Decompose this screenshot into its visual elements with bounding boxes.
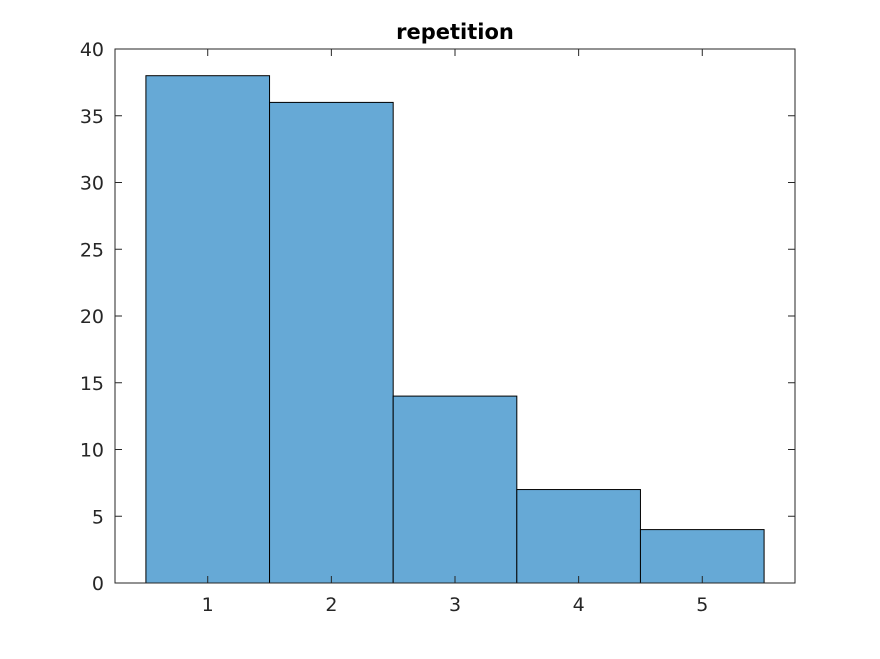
bar-4 bbox=[516, 489, 641, 584]
y-tick-label: 15 bbox=[80, 373, 104, 395]
y-tick-label: 35 bbox=[80, 106, 104, 128]
x-tick-label: 4 bbox=[573, 594, 585, 616]
y-tick-label: 10 bbox=[80, 440, 104, 462]
y-tick-label: 40 bbox=[80, 39, 104, 61]
bar-3 bbox=[392, 395, 518, 584]
y-tick-label: 25 bbox=[80, 239, 104, 261]
y-tick-label: 0 bbox=[92, 573, 104, 595]
y-tick-label: 5 bbox=[92, 506, 104, 528]
y-tick-label: 30 bbox=[80, 173, 104, 195]
y-tick-label: 20 bbox=[80, 306, 104, 328]
bars-layer bbox=[145, 75, 765, 584]
bar-2 bbox=[269, 101, 394, 584]
bar-5 bbox=[639, 529, 765, 584]
bar-1 bbox=[145, 75, 271, 584]
x-tick-label: 3 bbox=[449, 594, 461, 616]
x-tick-label: 2 bbox=[325, 594, 337, 616]
x-tick-label: 1 bbox=[202, 594, 214, 616]
axes-layer: 0 5 10 15 20 25 30 35 40 1 2 3 4 5 bbox=[80, 39, 796, 616]
x-tick-label: 5 bbox=[696, 594, 708, 616]
chart-title: repetition bbox=[396, 20, 514, 44]
